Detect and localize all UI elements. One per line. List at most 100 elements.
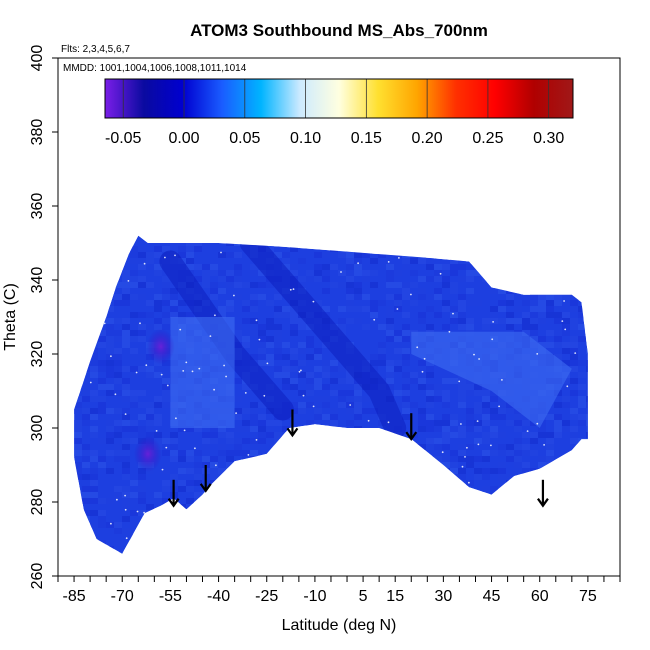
field-cell: [530, 504, 538, 510]
field-cell: [450, 558, 458, 564]
field-cell: [570, 534, 578, 540]
field-cell: [498, 288, 506, 294]
field-cell: [138, 324, 146, 330]
field-cell: [418, 546, 426, 552]
field-cell: [122, 318, 130, 324]
field-cell: [546, 432, 554, 438]
field-cell: [250, 552, 258, 554]
sample-point: [533, 477, 536, 479]
field-cell: [522, 522, 530, 528]
field-cell: [138, 432, 146, 438]
field-cell: [354, 426, 362, 432]
field-cell: [474, 402, 482, 408]
field-cell: [218, 312, 226, 318]
field-cell: [234, 486, 242, 492]
field-cell: [74, 396, 82, 402]
field-cell: [154, 546, 162, 552]
field-cell: [562, 342, 570, 348]
field-cell: [162, 438, 170, 444]
field-cell: [546, 456, 554, 462]
field-cell: [298, 516, 306, 522]
field-cell: [506, 318, 514, 324]
field-cell: [434, 390, 442, 396]
field-cell: [354, 288, 362, 294]
field-cell: [418, 420, 426, 426]
field-cell: [618, 516, 626, 522]
field-cell: [154, 318, 162, 324]
field-cell: [242, 546, 250, 552]
sample-point: [441, 451, 444, 454]
field-cell: [466, 426, 474, 432]
field-cell: [442, 504, 450, 510]
field-cell: [450, 462, 458, 468]
field-cell: [122, 288, 130, 294]
field-cell: [322, 264, 330, 270]
field-cell: [282, 366, 290, 372]
field-cell: [594, 426, 602, 432]
field-cell: [338, 432, 346, 438]
field-cell: [146, 408, 154, 414]
field-cell: [90, 450, 98, 456]
field-cell: [578, 474, 586, 480]
field-cell: [330, 540, 338, 546]
field-cell: [330, 462, 338, 468]
field-cell: [82, 258, 90, 264]
field-cell: [618, 504, 626, 510]
field-cell: [354, 450, 362, 456]
field-cell: [58, 396, 66, 402]
field-cell: [586, 528, 588, 534]
field-cell: [90, 348, 98, 354]
flight-arrow: [167, 479, 180, 508]
field-cell: [562, 270, 570, 276]
field-cell: [306, 384, 314, 390]
field-cell: [498, 270, 506, 276]
field-cell: [410, 540, 418, 546]
field-cell: [146, 546, 154, 552]
field-cell: [346, 246, 354, 252]
field-cell: [186, 480, 194, 486]
field-cell: [410, 504, 418, 510]
field-cell: [250, 486, 258, 492]
field-cell: [330, 516, 338, 522]
field-cell: [594, 270, 602, 276]
field-cell: [402, 396, 410, 402]
field-cell: [426, 294, 434, 300]
field-cell: [474, 264, 482, 270]
field-cell: [210, 270, 218, 276]
field-cell: [602, 384, 610, 390]
field-cell: [386, 528, 394, 534]
field-cell: [442, 462, 450, 468]
field-cell: [258, 282, 266, 288]
field-cell: [578, 444, 586, 450]
field-cell: [314, 510, 322, 516]
field-cell: [90, 372, 98, 378]
field-cell: [290, 492, 298, 498]
field-cell: [610, 288, 618, 294]
field-cell: [402, 240, 410, 246]
field-cell: [250, 300, 258, 306]
field-cell: [610, 390, 618, 396]
field-cell: [218, 276, 226, 282]
field-cell: [162, 504, 170, 510]
field-cell: [274, 480, 282, 486]
field-cell: [210, 522, 218, 528]
field-cell: [314, 474, 322, 480]
sample-point: [110, 522, 112, 525]
field-cell: [602, 420, 610, 426]
field-cell: [602, 486, 610, 492]
field-cell: [106, 432, 114, 438]
field-cell: [450, 282, 458, 288]
field-cell: [130, 558, 138, 564]
field-cell: [98, 360, 106, 366]
field-cell: [114, 528, 122, 534]
field-cell: [322, 252, 330, 258]
field-cell: [602, 450, 610, 456]
field-cell: [586, 432, 588, 438]
field-cell: [82, 294, 90, 300]
field-cell: [386, 480, 394, 486]
field-cell: [74, 492, 82, 498]
field-cell: [482, 474, 490, 480]
field-cell: [338, 450, 346, 456]
field-cell: [250, 354, 258, 360]
field-cell: [66, 396, 74, 402]
